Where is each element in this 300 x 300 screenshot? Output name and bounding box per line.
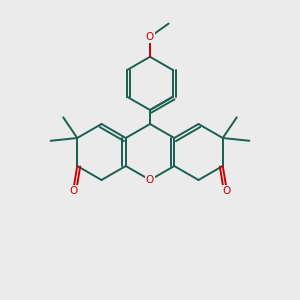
Text: O: O bbox=[146, 32, 154, 42]
Text: O: O bbox=[223, 186, 231, 196]
Text: O: O bbox=[146, 175, 154, 185]
Text: O: O bbox=[69, 186, 77, 196]
